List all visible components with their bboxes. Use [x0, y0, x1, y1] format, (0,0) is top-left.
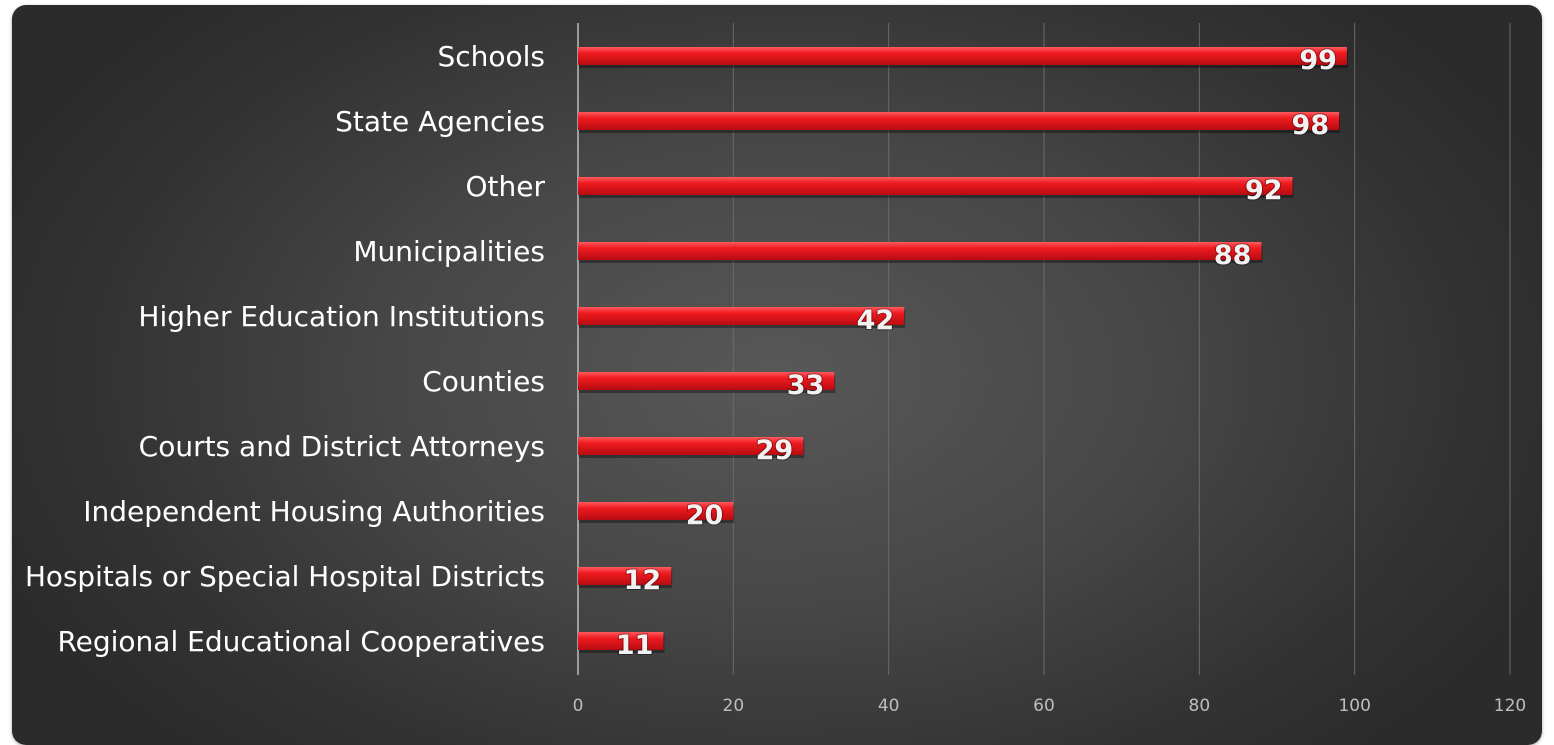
category-label: State Agencies [335, 105, 545, 138]
data-label: 11 [616, 630, 654, 661]
chart-card: Schools State Agencies Other Municipalities… [12, 5, 1542, 745]
bar [578, 567, 672, 585]
bar [578, 47, 1347, 65]
data-label: 12 [624, 565, 662, 596]
x-tick-label: 100 [1338, 696, 1370, 716]
category-label: Hospitals or Special Hospital Districts [25, 560, 545, 593]
x-tick-label: 20 [723, 696, 745, 716]
data-label: 20 [686, 500, 724, 531]
x-tick-labels: 0 20 40 60 80 100 120 [573, 696, 1527, 716]
bar [578, 437, 804, 455]
data-label: 33 [787, 370, 825, 401]
category-label: Schools [437, 40, 545, 73]
bar [578, 177, 1293, 195]
category-label: Municipalities [353, 235, 545, 268]
bar-chart: Schools State Agencies Other Municipalities… [25, 23, 1527, 716]
x-tick-label: 80 [1189, 696, 1211, 716]
category-label: Independent Housing Authorities [83, 495, 545, 528]
x-tick-label: 60 [1033, 696, 1055, 716]
data-label: 92 [1245, 175, 1283, 206]
bar [578, 242, 1262, 260]
bar [578, 307, 905, 325]
x-tick-label: 0 [573, 696, 584, 716]
data-label: 99 [1299, 45, 1337, 76]
x-tick-label: 40 [878, 696, 900, 716]
data-label: 29 [756, 435, 794, 466]
data-labels: 99 98 92 88 42 33 29 20 12 11 [615, 44, 1338, 662]
data-label: 42 [857, 305, 895, 336]
bar [578, 632, 664, 650]
bar [578, 112, 1340, 130]
category-label: Counties [422, 365, 545, 398]
gridlines [577, 23, 1511, 675]
bar [578, 502, 734, 520]
data-label: 88 [1214, 240, 1252, 271]
bar [578, 372, 835, 390]
category-label: Courts and District Attorneys [139, 430, 545, 463]
category-labels: Schools State Agencies Other Municipalities… [25, 40, 545, 658]
x-tick-label: 120 [1494, 696, 1526, 716]
bars [578, 47, 1348, 653]
category-label: Higher Education Institutions [138, 300, 545, 333]
category-label: Regional Educational Cooperatives [57, 625, 545, 658]
category-label: Other [465, 170, 545, 203]
data-label: 98 [1292, 110, 1330, 141]
